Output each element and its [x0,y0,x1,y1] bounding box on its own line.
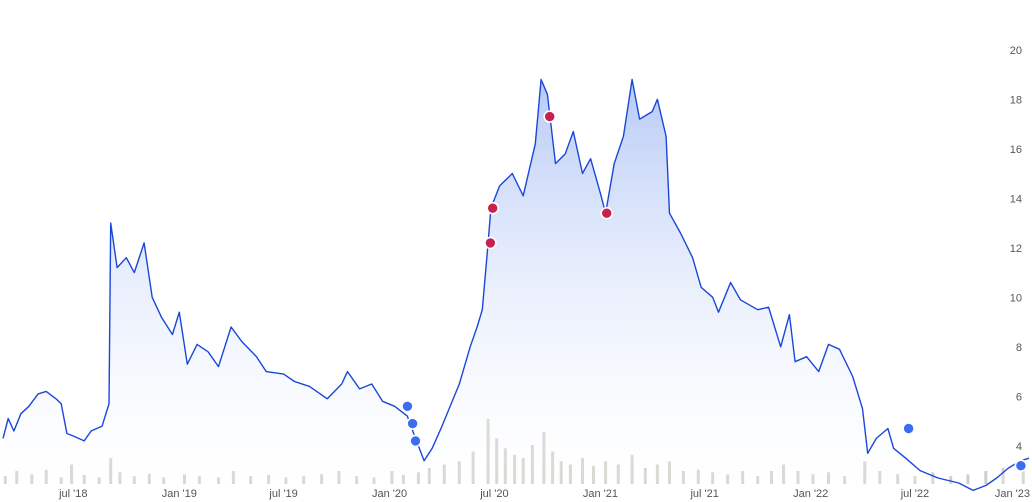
event-marker-blue[interactable] [1014,459,1028,473]
y-tick-label: 20 [1010,45,1022,57]
price-line [2,78,1030,492]
x-tick-label: Jan '23 [995,488,1030,500]
event-marker-red[interactable] [484,236,497,250]
event-marker-blue[interactable] [902,422,915,435]
event-marker-red[interactable] [486,201,500,215]
event-marker-red[interactable] [543,110,557,123]
volume-bar [966,474,970,485]
x-tick-label: jul '18 [58,488,87,500]
event-marker-red[interactable] [600,206,614,220]
y-tick-label: 14 [1010,193,1022,205]
y-tick-label: 16 [1010,144,1022,156]
event-marker-blue[interactable] [401,399,414,413]
x-axis: jul '18 Jan '19 jul '19 Jan '20 jul '20 Jan '… [58,488,1030,500]
y-tick-label: 12 [1010,243,1022,255]
x-tick-label: Jan '20 [372,488,407,500]
event-markers [401,110,1028,473]
x-tick-label: jul '19 [268,488,297,500]
x-tick-label: Jan '21 [583,488,618,500]
y-tick-label: 6 [1016,391,1022,403]
y-tick-label: 4 [1016,441,1022,453]
y-tick-label: 8 [1016,342,1022,354]
y-tick-label: 10 [1010,292,1022,304]
volume-bar [984,471,988,484]
x-tick-label: Jan '19 [162,488,197,500]
x-tick-label: jul '21 [689,488,718,500]
volume-bar [949,476,953,484]
event-marker-blue[interactable] [409,434,422,448]
x-tick-label: jul '22 [900,488,929,500]
y-tick-label: 18 [1010,94,1022,106]
x-tick-label: jul '20 [479,488,508,500]
event-marker-blue[interactable] [406,417,419,430]
y-axis: 4 6 8 10 12 14 16 18 20 [1010,45,1022,453]
price-area [3,79,1029,491]
x-tick-label: Jan '22 [793,488,828,500]
